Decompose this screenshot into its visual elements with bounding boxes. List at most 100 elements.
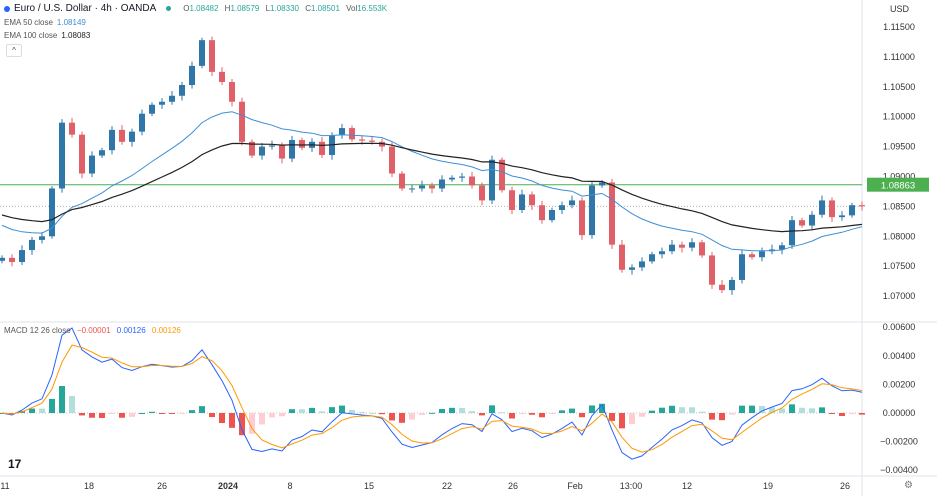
candle-body xyxy=(619,244,625,270)
macd-histogram-bar xyxy=(229,413,235,428)
candle xyxy=(779,242,785,255)
candle xyxy=(569,195,575,209)
candle-body xyxy=(659,251,665,255)
candle xyxy=(159,98,165,109)
macd-histogram-bar xyxy=(709,413,715,420)
candle-body xyxy=(539,205,545,221)
candle-body xyxy=(749,254,755,258)
macd-tick-label: 0.00400 xyxy=(883,351,916,361)
candle xyxy=(189,61,195,89)
macd-histogram-bar xyxy=(769,407,775,413)
ema100-legend[interactable]: EMA 100 close 1.08083 xyxy=(4,31,90,40)
macd-histogram-bar xyxy=(509,413,515,419)
candle xyxy=(549,207,555,223)
settings-icon[interactable]: ⚙ xyxy=(904,480,913,491)
candle-body xyxy=(149,104,155,114)
candle-body xyxy=(499,159,505,191)
candle xyxy=(339,123,345,139)
candle-body xyxy=(49,188,55,237)
macd-histogram-bar xyxy=(239,413,245,436)
macd-histogram-bar xyxy=(729,413,735,415)
candle-body xyxy=(599,182,605,186)
macd-histogram-bar xyxy=(549,413,555,414)
macd-histogram-bar xyxy=(829,413,835,415)
candle-body xyxy=(199,40,205,66)
candle-body xyxy=(239,101,245,142)
candle xyxy=(459,172,465,182)
time-tick-label: 26 xyxy=(157,481,167,491)
macd-histogram-bar xyxy=(89,413,95,418)
macd-histogram-bar xyxy=(349,409,355,413)
candle xyxy=(169,90,175,105)
candle xyxy=(659,247,665,259)
candle xyxy=(509,186,515,215)
candle-body xyxy=(209,40,215,72)
candle xyxy=(519,189,525,213)
macd-histogram-bar xyxy=(689,407,695,413)
macd-histogram-bar xyxy=(409,413,415,420)
candle-body xyxy=(839,215,845,218)
candle-body xyxy=(719,284,725,291)
ohlc-values: O1.08482 H1.08579 L1.08330 C1.08501 Vol1… xyxy=(183,4,388,13)
macd-histogram-bar xyxy=(379,413,385,415)
candle-body xyxy=(29,239,35,251)
macd-histogram-bar xyxy=(119,413,125,418)
time-tick-label: 11 xyxy=(0,481,9,491)
macd-legend[interactable]: MACD 12 26 close −0.00001 0.00126 0.0012… xyxy=(4,326,181,335)
candle xyxy=(559,201,565,215)
candle-body xyxy=(249,141,255,156)
candle xyxy=(769,244,775,255)
candle xyxy=(539,201,545,224)
candle xyxy=(699,239,705,258)
candle-body xyxy=(0,257,5,261)
macd-histogram-bar xyxy=(839,413,845,416)
candle-body xyxy=(559,205,565,210)
candle-body xyxy=(569,200,575,206)
candle xyxy=(719,279,725,294)
price-tick-label: 1.11000 xyxy=(883,52,915,62)
candle-body xyxy=(809,214,815,226)
price-tick-label: 1.09000 xyxy=(883,172,916,182)
candle-body xyxy=(509,190,515,210)
candle-body xyxy=(319,141,325,155)
macd-histogram-bar xyxy=(739,405,745,413)
time-tick-label: Feb xyxy=(567,481,583,491)
candle-body xyxy=(529,194,535,206)
macd-histogram-bar xyxy=(799,407,805,413)
candle-body xyxy=(819,200,825,215)
candle xyxy=(229,79,235,107)
candle-body xyxy=(729,279,735,291)
macd-histogram-bar xyxy=(699,411,705,413)
candle-body xyxy=(829,200,835,218)
tradingview-logo[interactable]: 17 xyxy=(8,457,22,471)
candle-body xyxy=(739,254,745,280)
candle xyxy=(469,171,475,189)
candle-body xyxy=(709,255,715,285)
candle xyxy=(419,180,425,192)
macd-histogram-bar xyxy=(369,412,375,414)
candle xyxy=(209,36,215,77)
time-tick-label: 19 xyxy=(763,481,773,491)
candle xyxy=(379,138,385,152)
macd-tick-label: −0.00400 xyxy=(880,465,918,475)
candle xyxy=(449,175,455,182)
currency-selector[interactable]: USD xyxy=(890,4,910,14)
macd-histogram-bar xyxy=(69,395,75,413)
candle xyxy=(479,182,485,206)
chevron-up-icon[interactable]: ^ xyxy=(6,44,22,57)
time-tick-label: 26 xyxy=(840,481,850,491)
time-tick-label: 26 xyxy=(508,481,518,491)
candle xyxy=(69,117,75,138)
macd-histogram-bar xyxy=(159,413,165,414)
macd-histogram-bar xyxy=(539,413,545,418)
symbol-title[interactable]: Euro / U.S. Dollar · 4h · OANDA xyxy=(14,3,157,14)
price-tick-label: 1.07500 xyxy=(883,261,916,271)
candle-body xyxy=(759,251,765,258)
candle-body xyxy=(849,205,855,216)
candle xyxy=(759,247,765,262)
candle-body xyxy=(439,179,445,189)
candle xyxy=(649,251,655,264)
candle-body xyxy=(19,250,25,263)
ema50-legend[interactable]: EMA 50 close 1.08149 xyxy=(4,18,86,27)
